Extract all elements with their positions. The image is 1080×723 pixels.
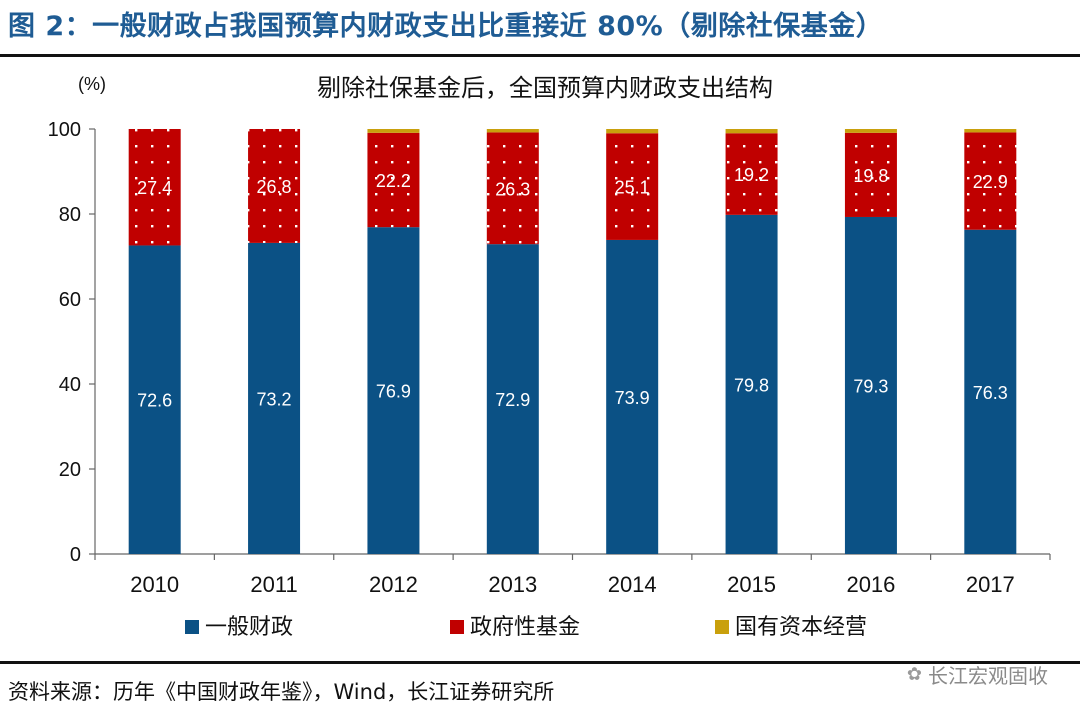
- data-label: 76.3: [973, 383, 1008, 403]
- bar-segment-1: [964, 229, 1017, 554]
- bar-segment-3: [844, 129, 897, 133]
- x-tick-label: 2010: [130, 572, 179, 597]
- legend: 一般财政 政府性基金 国有资本经营: [185, 615, 867, 640]
- y-tick-label: 40: [59, 374, 81, 396]
- x-tick-label: 2014: [608, 572, 657, 597]
- data-label: 22.2: [376, 171, 411, 191]
- bar-segment-2: [964, 132, 1017, 230]
- bar-segment-1: [128, 245, 181, 554]
- stacked-bar-chart: 剔除社保基金后，全国预算内财政支出结构 (%) 0 20 40 60 80 100 72.6…: [48, 74, 1051, 640]
- bar-segment-2: [367, 132, 420, 228]
- x-tick-label: 2015: [727, 572, 776, 597]
- y-tick-label: 0: [70, 544, 81, 566]
- bar-segment-3: [606, 129, 659, 134]
- y-tick-label: 100: [48, 119, 81, 141]
- data-label: 72.9: [495, 390, 530, 410]
- bar-segment-3: [725, 129, 778, 134]
- data-label: 79.8: [734, 375, 769, 395]
- x-tick-label: 2016: [846, 572, 895, 597]
- bar-segment-1: [486, 244, 539, 555]
- data-label: 19.8: [853, 166, 888, 186]
- figure-title: 图 2：一般财政占我国预算内财政支出比重接近 80%（剔除社保基金）: [8, 11, 884, 42]
- legend-swatch-3: [715, 620, 729, 634]
- legend-swatch-2: [450, 620, 464, 634]
- data-label: 72.6: [137, 391, 172, 411]
- bottom-rule: [0, 661, 1080, 664]
- x-tick-label: 2013: [488, 572, 537, 597]
- bar-segment-1: [367, 227, 420, 555]
- data-label: 25.1: [615, 178, 650, 198]
- watermark-text: 长江宏观固收: [928, 664, 1048, 688]
- bar-segment-3: [964, 129, 1017, 133]
- bar-segment-1: [606, 239, 659, 555]
- bar-segment-2: [844, 132, 897, 217]
- legend-label-3: 国有资本经营: [735, 615, 867, 640]
- bar-segment-2: [248, 129, 301, 243]
- data-label: 79.3: [853, 376, 888, 396]
- x-tick-label: 2012: [369, 572, 418, 597]
- data-label: 76.9: [376, 382, 411, 402]
- data-label: 27.4: [137, 178, 172, 198]
- bar-segment-1: [844, 216, 897, 554]
- data-label: 19.2: [734, 165, 769, 185]
- y-tick-label: 60: [59, 289, 81, 311]
- top-rule: [0, 54, 1080, 57]
- bar-segment-1: [248, 242, 301, 554]
- y-axis-unit-label: (%): [78, 74, 106, 94]
- bar-segment-2: [725, 133, 778, 215]
- bar-segment-1: [725, 214, 778, 554]
- watermark: ✿ 长江宏观固收: [907, 660, 1048, 689]
- source-note: 资料来源：历年《中国财政年鉴》，Wind，长江证券研究所: [8, 680, 555, 704]
- wechat-icon: ✿: [906, 664, 922, 685]
- data-label: 73.9: [615, 388, 650, 408]
- data-label: 26.8: [257, 177, 292, 197]
- chart-title: 剔除社保基金后，全国预算内财政支出结构: [317, 74, 773, 102]
- y-tick-label: 20: [59, 459, 81, 481]
- x-tick-label: 2017: [966, 572, 1015, 597]
- plot-area: 0 20 40 60 80 100 72.6 27.4 2010 73.2 26.8 2011 76.9…: [48, 119, 1051, 597]
- legend-label-2: 政府性基金: [470, 615, 580, 640]
- x-tick-label: 2011: [250, 572, 297, 597]
- data-label: 22.9: [973, 172, 1008, 192]
- legend-label-1: 一般财政: [205, 615, 293, 640]
- y-tick-label: 80: [59, 204, 81, 226]
- data-label: 73.2: [257, 389, 292, 409]
- bar-segment-3: [486, 129, 539, 133]
- data-label: 26.3: [495, 179, 530, 199]
- bar-segment-2: [486, 132, 539, 245]
- bar-segment-3: [367, 129, 420, 133]
- legend-swatch-1: [185, 620, 199, 634]
- bar-segment-2: [606, 133, 659, 240]
- bar-segment-2: [128, 129, 181, 246]
